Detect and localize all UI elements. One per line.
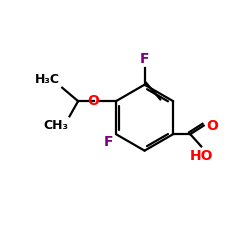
Text: F: F bbox=[140, 52, 149, 66]
Text: O: O bbox=[87, 94, 99, 108]
Text: HO: HO bbox=[190, 149, 213, 163]
Text: O: O bbox=[206, 118, 218, 132]
Text: F: F bbox=[104, 136, 114, 149]
Text: CH₃: CH₃ bbox=[43, 119, 68, 132]
Text: H₃C: H₃C bbox=[35, 73, 60, 86]
